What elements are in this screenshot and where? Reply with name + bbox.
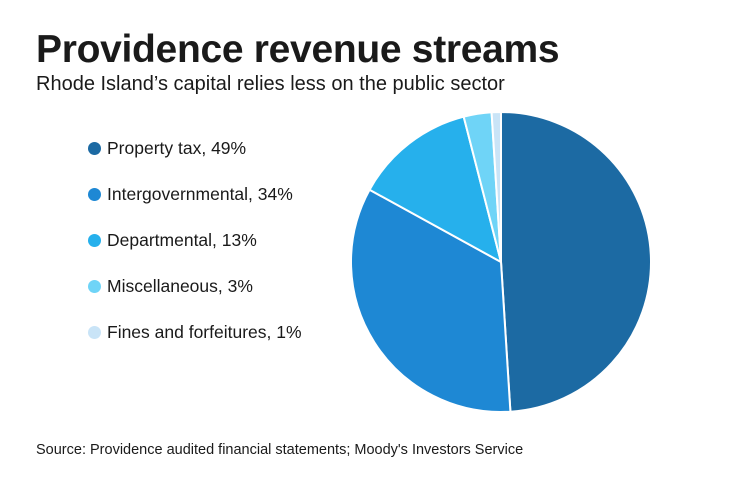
- pie-slice-departmental: [368, 115, 502, 263]
- legend-item-miscellaneous: Miscellaneous, 3%: [88, 276, 302, 322]
- legend-item-departmental: Departmental, 13%: [88, 230, 302, 276]
- legend-swatch: [88, 326, 101, 339]
- chart-subtitle: Rhode Island’s capital relies less on th…: [36, 73, 505, 95]
- chart-title: Providence revenue streams: [36, 28, 560, 71]
- legend-item-fines-and-forfeitures: Fines and forfeitures, 1%: [88, 322, 302, 368]
- legend-swatch: [88, 234, 101, 247]
- legend-item-property-tax: Property tax, 49%: [88, 138, 302, 184]
- legend-label: Intergovernmental, 34%: [107, 184, 293, 204]
- legend-label: Fines and forfeitures, 1%: [107, 322, 302, 342]
- legend-label: Miscellaneous, 3%: [107, 276, 253, 296]
- legend-label: Departmental, 13%: [107, 230, 257, 250]
- legend-swatch: [88, 280, 101, 293]
- pie-slice-fines-and-forfeitures: [490, 111, 502, 263]
- pie-slice-property-tax: [500, 111, 652, 413]
- source-note: Source: Providence audited financial sta…: [36, 442, 524, 458]
- legend-label: Property tax, 49%: [107, 138, 247, 158]
- legend-swatch: [88, 188, 101, 201]
- legend: Property tax, 49% Intergovernmental, 34%…: [88, 138, 302, 368]
- legend-item-intergovernmental: Intergovernmental, 34%: [88, 184, 302, 230]
- legend-swatch: [88, 142, 101, 155]
